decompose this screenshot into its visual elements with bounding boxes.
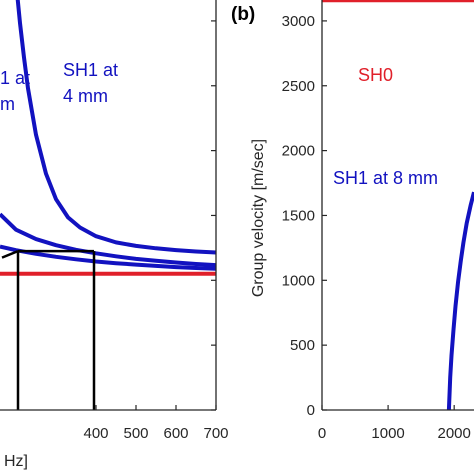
x-axis-title: Hz] xyxy=(4,453,28,470)
series-sh1-2 xyxy=(0,212,216,268)
y-tick-label-1: 500 xyxy=(290,337,315,354)
x-tick-label-0: 0 xyxy=(318,425,326,442)
x-tick-label-2: 2000 xyxy=(437,425,470,442)
x-tick-label-0: 400 xyxy=(83,425,108,442)
annotation-1: SH1 at 8 mm xyxy=(333,168,438,188)
y-tick-label-4: 2000 xyxy=(282,143,315,160)
x-tick-label-2: 600 xyxy=(163,425,188,442)
x-tick-label-1: 500 xyxy=(123,425,148,442)
y-tick-label-2: 1000 xyxy=(282,272,315,289)
y-tick-label-5: 2500 xyxy=(282,78,315,95)
panel-b: 0 1000 2000 0 500 1000 1500 2000 2500 3000 Group v… xyxy=(231,0,474,442)
guide-line-0 xyxy=(1,249,19,259)
annotation-1: 4 mm xyxy=(63,86,108,106)
y-tick-label-0: 0 xyxy=(307,402,315,419)
y-tick-label-3: 1500 xyxy=(282,207,315,224)
panel-a: 400 500 600 700 Hz] SH1 at 4 mm 1 at m xyxy=(0,0,229,470)
annotation-0: SH1 at xyxy=(63,60,118,80)
y-tick-label-6: 3000 xyxy=(282,13,315,30)
annotation-0: SH0 xyxy=(358,65,393,85)
annotation-3: m xyxy=(0,94,15,114)
x-tick-label-1: 1000 xyxy=(371,425,404,442)
series-sh1-3 xyxy=(0,244,216,271)
panel-label: (b) xyxy=(231,4,255,25)
series-sh1-at-4-mm-1 xyxy=(15,0,216,255)
annotation-2: 1 at xyxy=(0,68,30,88)
y-axis-title: Group velocity [m/sec] xyxy=(250,139,267,297)
x-tick-label-3: 700 xyxy=(203,425,228,442)
series-sh1-at-8-mm-1 xyxy=(446,191,474,410)
